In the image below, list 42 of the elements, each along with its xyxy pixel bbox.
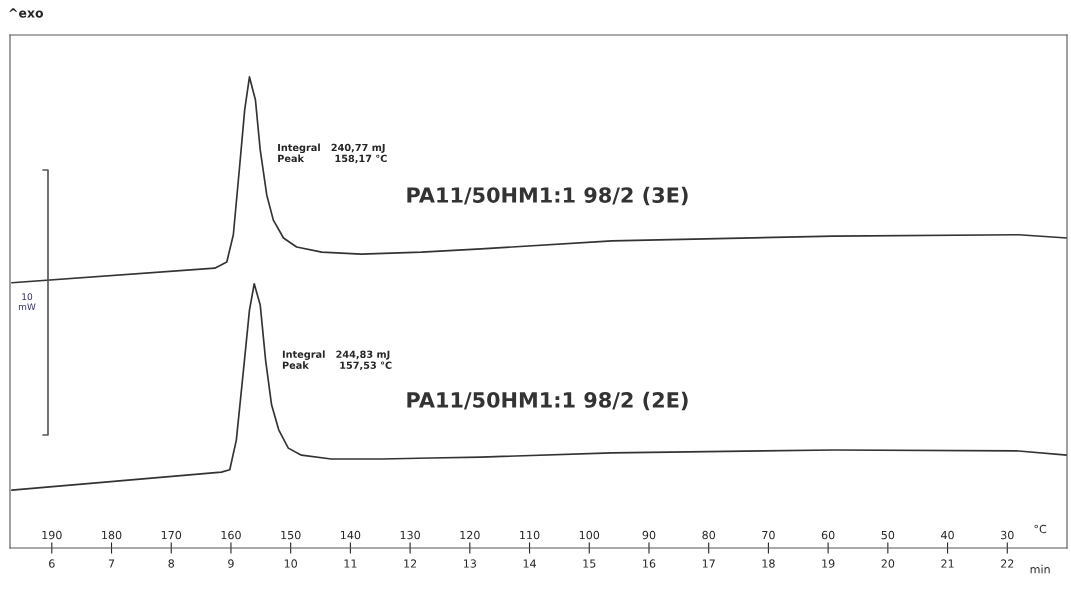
x2-tick-label: 140 xyxy=(341,530,361,540)
x-tick-label: 19 xyxy=(822,559,835,568)
x2-tick-label: 60 xyxy=(821,530,835,540)
annotation: 10 mW xyxy=(18,293,36,311)
x2-tick-label: 170 xyxy=(161,530,182,540)
x2-tick-label: 100 xyxy=(579,530,600,540)
series-label: PA11/50HM1:1 98/2 (2E) xyxy=(407,391,688,411)
x2-tick-label: 120 xyxy=(460,530,480,540)
x2-axis-title: °C xyxy=(1034,524,1047,534)
x2-tick-label: 40 xyxy=(941,530,954,540)
series-label: PA11/50HM1:1 98/2 (3E) xyxy=(407,186,688,206)
x2-tick-label: 70 xyxy=(762,530,775,540)
x-tick-label: 9 xyxy=(228,559,234,568)
x2-tick-label: 30 xyxy=(1001,530,1014,540)
x-tick-label: 17 xyxy=(702,559,715,568)
x-tick-label: 7 xyxy=(108,559,115,568)
annotation: Integral 240,77 mJ Peak 158,17 °C xyxy=(278,143,387,164)
x2-tick-label: 190 xyxy=(42,530,62,540)
x-tick-label: 10 xyxy=(284,559,297,568)
x-tick-label: 20 xyxy=(881,559,895,568)
x-tick-label: 16 xyxy=(643,559,656,568)
x-axis-title: min xyxy=(1030,564,1050,574)
x-tick-label: 14 xyxy=(523,559,536,568)
x-tick-label: 6 xyxy=(49,559,55,568)
x-tick-label: 21 xyxy=(941,559,954,568)
x-tick-label: 13 xyxy=(463,559,476,568)
x-tick-label: 18 xyxy=(762,559,775,568)
x2-tick-label: 80 xyxy=(702,530,716,540)
x2-tick-label: 180 xyxy=(102,530,122,540)
x-tick-label: 15 xyxy=(583,559,596,568)
x-tick-label: 8 xyxy=(168,559,175,568)
x2-tick-label: 90 xyxy=(642,530,656,540)
annotation: Integral 244,83 mJ Peak 157,53 °C xyxy=(282,350,392,371)
x2-tick-label: 160 xyxy=(221,530,241,540)
text: ^exo xyxy=(9,8,44,18)
x-tick-label: 22 xyxy=(1001,559,1014,568)
x2-tick-label: 50 xyxy=(881,530,895,540)
x-tick-label: 12 xyxy=(404,559,417,568)
x2-tick-label: 150 xyxy=(281,530,301,540)
x2-tick-label: 130 xyxy=(400,530,420,540)
x-tick-label: 11 xyxy=(344,559,357,568)
x2-tick-label: 110 xyxy=(520,530,540,540)
